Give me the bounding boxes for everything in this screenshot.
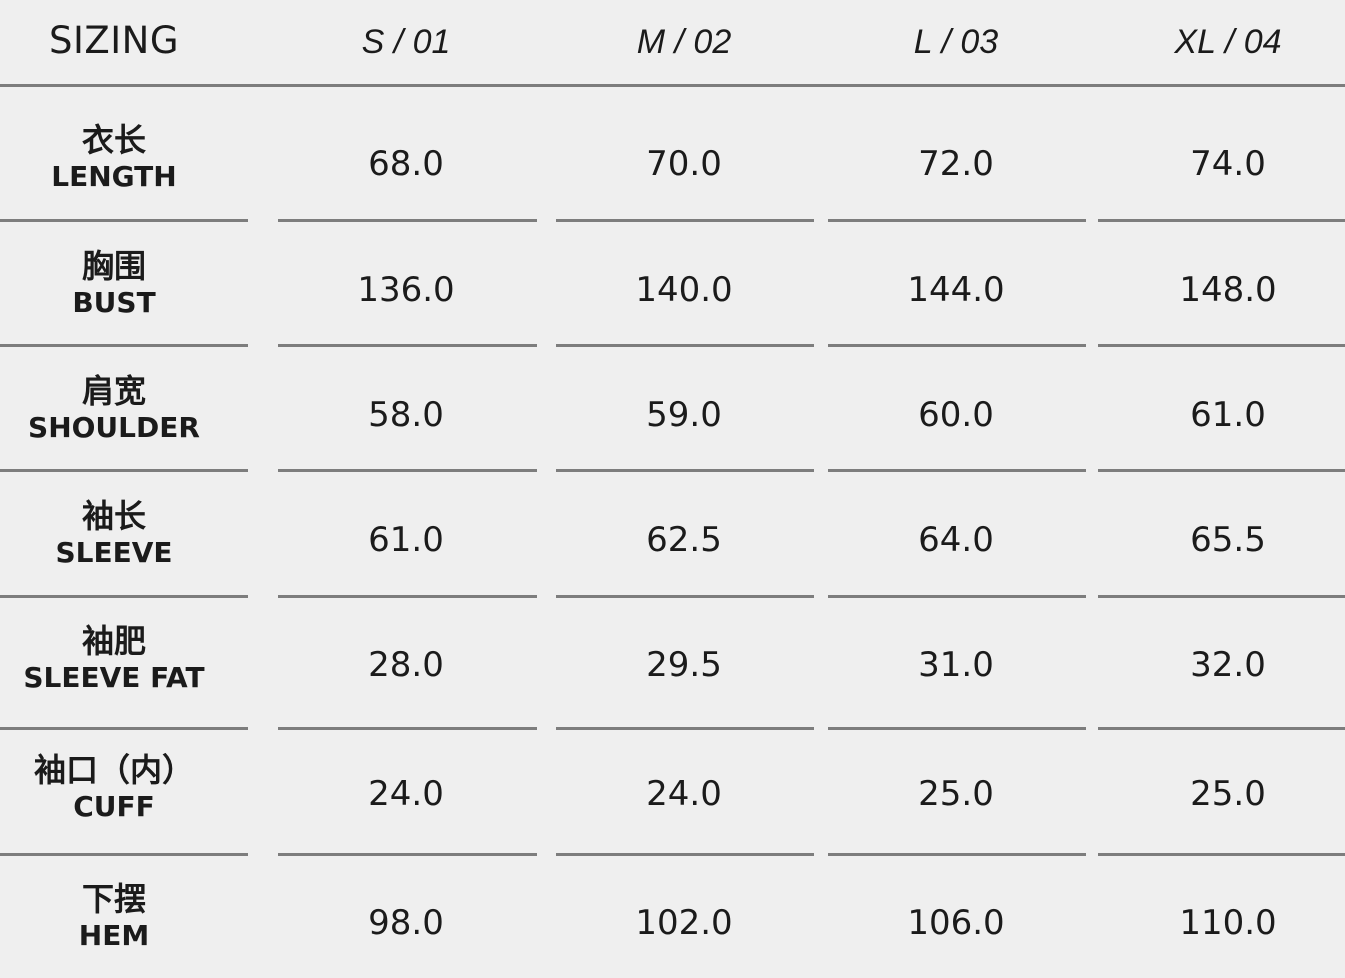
table-cell: 29.5 (646, 645, 722, 685)
row-label-zh: 胸围 (81, 247, 146, 285)
row-divider (1098, 727, 1345, 730)
row-divider (828, 344, 1086, 347)
table-cell: 68.0 (368, 144, 444, 184)
row-divider (828, 595, 1086, 598)
table-cell: 31.0 (918, 645, 994, 685)
table-cell: 59.0 (646, 395, 722, 435)
row-label: 肩宽 SHOULDER (0, 371, 228, 445)
table-cell: 24.0 (368, 774, 444, 814)
table-row: 下摆 HEM 98.0 102.0 106.0 110.0 (0, 879, 1345, 965)
table-cell: 28.0 (368, 645, 444, 685)
row-label-zh: 肩宽 (81, 372, 146, 410)
row-label-zh: 下摆 (81, 880, 146, 918)
row-divider (556, 219, 814, 222)
row-label-en: LENGTH (51, 160, 177, 193)
row-divider (1098, 595, 1345, 598)
row-label-en: BUST (72, 286, 156, 319)
row-label: 袖口（内） CUFF (0, 750, 228, 824)
row-divider (0, 595, 248, 598)
row-label-en: SHOULDER (28, 411, 200, 444)
table-cell: 25.0 (918, 774, 994, 814)
row-label-zh: 袖肥 (81, 622, 146, 660)
table-header-row: SIZING S / 01 M / 02 L / 03 XL / 04 (0, 0, 1345, 87)
table-title: SIZING (48, 19, 179, 62)
row-divider (278, 727, 537, 730)
table-cell: 62.5 (646, 520, 722, 560)
table-cell: 148.0 (1179, 270, 1277, 310)
row-label-zh: 袖口（内） (33, 751, 194, 789)
row-divider (278, 344, 537, 347)
size-header-s: S / 01 (361, 23, 451, 61)
size-header-xl: XL / 04 (1174, 23, 1282, 61)
table-row: 衣长 LENGTH 68.0 70.0 72.0 74.0 (0, 120, 1345, 206)
table-cell: 65.5 (1190, 520, 1266, 560)
table-row: 袖口（内） CUFF 24.0 24.0 25.0 25.0 (0, 750, 1345, 836)
table-cell: 32.0 (1190, 645, 1266, 685)
row-divider (1098, 853, 1345, 856)
row-label: 袖肥 SLEEVE FAT (0, 621, 228, 695)
table-row: 肩宽 SHOULDER 58.0 59.0 60.0 61.0 (0, 371, 1345, 457)
row-label-en: SLEEVE FAT (23, 661, 205, 694)
row-divider (0, 727, 248, 730)
row-divider (828, 219, 1086, 222)
row-label-en: CUFF (73, 790, 155, 823)
row-label: 胸围 BUST (0, 246, 228, 320)
row-divider (0, 219, 248, 222)
row-divider (278, 595, 537, 598)
table-row: 袖肥 SLEEVE FAT 28.0 29.5 31.0 32.0 (0, 621, 1345, 707)
row-divider (556, 344, 814, 347)
row-divider (278, 853, 537, 856)
row-divider (278, 469, 537, 472)
row-label-zh: 袖长 (81, 497, 146, 535)
table-cell: 136.0 (357, 270, 455, 310)
row-divider (556, 727, 814, 730)
table-row: 袖长 SLEEVE 61.0 62.5 64.0 65.5 (0, 496, 1345, 582)
row-label-en: HEM (78, 919, 150, 952)
table-cell: 74.0 (1190, 144, 1266, 184)
row-divider (828, 853, 1086, 856)
table-cell: 72.0 (918, 144, 994, 184)
row-label: 袖长 SLEEVE (0, 496, 228, 570)
table-cell: 60.0 (918, 395, 994, 435)
table-row: 胸围 BUST 136.0 140.0 144.0 148.0 (0, 246, 1345, 332)
row-label: 下摆 HEM (0, 879, 228, 953)
table-cell: 110.0 (1179, 903, 1277, 943)
row-divider (1098, 344, 1345, 347)
table-cell: 140.0 (635, 270, 733, 310)
row-divider (1098, 469, 1345, 472)
table-cell: 25.0 (1190, 774, 1266, 814)
size-header-l: L / 03 (913, 23, 999, 61)
table-cell: 98.0 (368, 903, 444, 943)
table-cell: 61.0 (368, 520, 444, 560)
size-header-m: M / 02 (636, 23, 732, 61)
table-cell: 58.0 (368, 395, 444, 435)
row-divider (556, 853, 814, 856)
table-cell: 102.0 (635, 903, 733, 943)
row-divider (0, 344, 248, 347)
row-divider (278, 219, 537, 222)
row-label: 衣长 LENGTH (0, 120, 228, 194)
row-divider (0, 853, 248, 856)
table-cell: 70.0 (646, 144, 722, 184)
row-label-en: SLEEVE (55, 536, 173, 569)
row-divider (0, 469, 248, 472)
table-cell: 106.0 (907, 903, 1005, 943)
table-cell: 24.0 (646, 774, 722, 814)
row-divider (828, 727, 1086, 730)
row-divider (1098, 219, 1345, 222)
table-cell: 64.0 (918, 520, 994, 560)
row-divider (556, 469, 814, 472)
row-label-zh: 衣长 (81, 121, 146, 159)
table-cell: 144.0 (907, 270, 1005, 310)
row-divider (828, 469, 1086, 472)
table-cell: 61.0 (1190, 395, 1266, 435)
row-divider (556, 595, 814, 598)
header-divider (0, 84, 1345, 87)
